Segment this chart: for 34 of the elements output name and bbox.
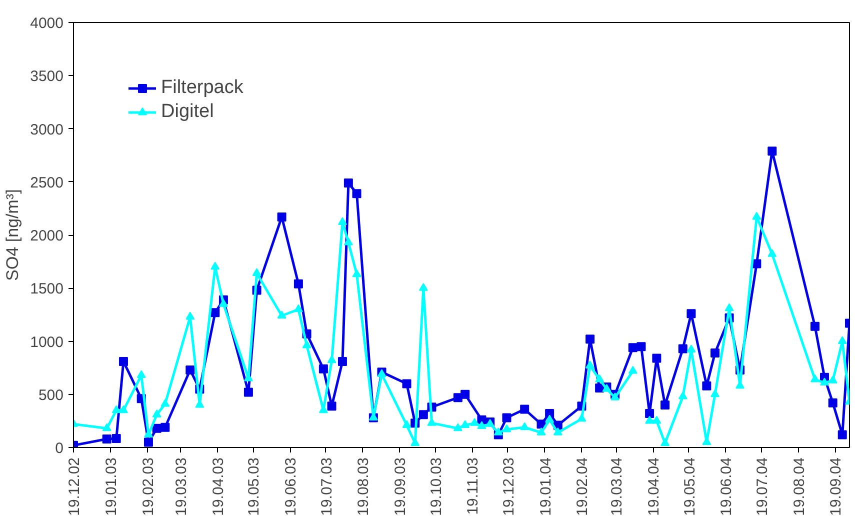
x-tick-label: 19.05.04 [681, 458, 698, 516]
x-tick-label: 19.04.04 [646, 458, 663, 516]
y-tick-label: 3000 [30, 121, 64, 138]
x-tick-label: 19.04.03 [210, 458, 228, 516]
x-tick-label: 19.08.03 [355, 458, 372, 516]
x-tick-label: 19.06.03 [282, 458, 300, 516]
y-tick-label: 500 [38, 386, 64, 404]
x-tick-label: 19.09.04 [828, 458, 845, 516]
x-tick-label: 19.09.03 [392, 458, 410, 516]
y-tick-label: 2500 [30, 174, 64, 192]
x-tick-label: 19.01.04 [537, 458, 554, 516]
legend-label: Filterpack [161, 77, 244, 99]
y-tick-label: 4000 [30, 15, 64, 32]
x-tick-label: 19.12.03 [500, 458, 518, 516]
x-tick-label: 19.02.03 [140, 458, 157, 516]
y-axis-title: SO4 [ng/m³] [3, 189, 22, 281]
x-tick-label: 19.11.03 [464, 457, 482, 515]
x-tick-label: 19.03.04 [608, 458, 626, 516]
x-tick-label: 19.08.04 [790, 458, 808, 516]
x-tick-label: 19.07.03 [318, 458, 336, 516]
x-tick-label: 19.12.02 [66, 458, 83, 516]
y-tick-label: 1500 [30, 280, 64, 298]
x-tick-label: 19.05.03 [246, 458, 263, 516]
x-tick-label: 19.03.03 [173, 458, 190, 516]
x-tick-label: 19.01.03 [102, 458, 120, 516]
legend-label: Digitel [161, 101, 214, 123]
x-tick-label: 19.10.03 [428, 458, 445, 516]
x-tick-label: 19.07.04 [754, 458, 771, 516]
x-tick-label: 19.02.04 [574, 458, 592, 516]
y-tick-label: 3500 [30, 68, 64, 86]
y-tick-label: 1000 [30, 334, 64, 351]
y-tick-label: 2000 [30, 228, 64, 244]
x-tick-label: 19.06.04 [718, 458, 736, 516]
y-tick-label: 0 [55, 440, 64, 457]
